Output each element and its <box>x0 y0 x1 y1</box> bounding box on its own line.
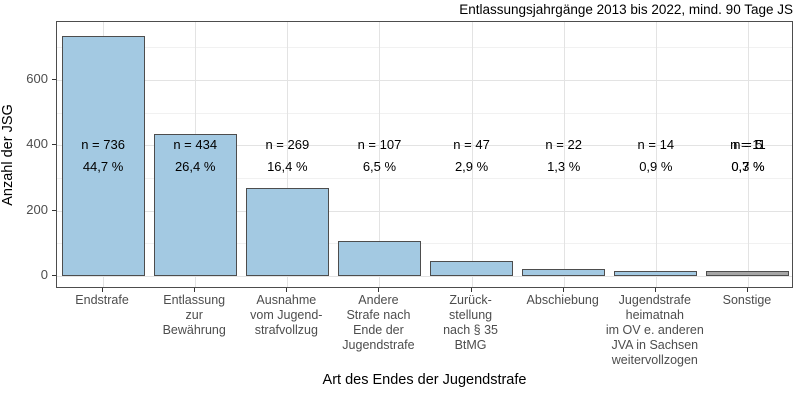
x-tick-label: Entlassung <box>163 293 226 307</box>
x-tick-label: strafvollzug <box>254 323 318 337</box>
bar-andere <box>337 241 421 276</box>
gridline-vertical <box>655 22 657 287</box>
x-tick-mark <box>286 288 288 292</box>
annotation-pct: 1,3 % <box>547 159 581 174</box>
annotation-n: n = 434 <box>173 137 218 152</box>
x-tick-label: Sonstige <box>722 293 772 307</box>
y-tick-mark <box>52 275 56 276</box>
gridline-minor <box>57 112 792 114</box>
x-tick-mark <box>378 288 380 292</box>
x-tick-mark <box>746 288 748 292</box>
x-tick-label: heimatnah <box>625 308 684 322</box>
x-tick-label: BtMG <box>454 338 487 352</box>
annotation-pct: 2,9 % <box>454 159 489 174</box>
x-tick-mark <box>562 288 564 292</box>
gridline-minor <box>57 47 792 49</box>
x-tick-label: JVA in Sachsen <box>611 338 699 352</box>
y-tick-mark <box>52 144 56 146</box>
annotation-n: n = 107 <box>357 137 402 152</box>
x-tick-label: vom Jugend- <box>250 308 323 322</box>
gridline-major <box>57 276 792 277</box>
gridline-major <box>57 80 792 82</box>
x-tick-label: Jugendstrafe <box>618 293 691 307</box>
x-tick-label: Abschiebung <box>526 293 599 307</box>
x-tick-label: Andere <box>358 293 399 307</box>
bar-entlassung <box>153 134 237 276</box>
annotation-pct: 0,7 % <box>731 159 765 174</box>
x-tick-label: Ende der <box>353 323 404 337</box>
chart-title: Entlassungsjahrgänge 2013 bis 2022, mind… <box>459 2 793 17</box>
x-tick-mark <box>654 288 656 292</box>
x-tick-label: Endstrafe <box>75 293 129 307</box>
annotation-n: n = 269 <box>265 137 310 152</box>
bar-zur-ck- <box>430 260 514 276</box>
annotation-n: n = 5 <box>733 137 763 152</box>
x-tick-label: im OV e. anderen <box>605 323 704 337</box>
y-tick-mark <box>52 209 56 211</box>
x-tick-label: weitervollzogen <box>611 353 698 367</box>
annotation-n: n = 736 <box>81 137 125 152</box>
gridline-vertical <box>563 22 565 287</box>
bar-endstrafe <box>61 35 145 276</box>
bar-abschiebung <box>522 268 606 276</box>
gridline-vertical <box>747 22 749 287</box>
annotation-pct: 44,7 % <box>82 159 124 174</box>
x-tick-mark <box>470 288 472 292</box>
y-tick-label: 400 <box>26 136 48 152</box>
annotation-n: n = 47 <box>453 137 490 152</box>
x-tick-label: Strafe nach <box>346 308 411 322</box>
x-tick-label: Ausnahme <box>256 293 317 307</box>
plot-panel: n = 736 44,7 % n = 434 26,4 % n = 269 16,4 % n… <box>56 21 793 288</box>
x-tick-label: Zurück- <box>449 293 492 307</box>
x-tick-label: Jugendstrafe <box>342 338 415 352</box>
annotation-pct: 0,3 % <box>731 159 765 174</box>
annotation-pct: 6,5 % <box>362 159 397 174</box>
annotation-n: n = 14 <box>637 137 675 152</box>
annotation-pct: 16,4 % <box>267 159 308 174</box>
x-tick-mark <box>194 288 196 292</box>
x-axis-title: Art des Endes der Jugendstrafe <box>322 372 527 388</box>
bar-ausnahme <box>245 188 329 276</box>
y-tick-mark <box>52 79 56 81</box>
x-tick-label: Bewährung <box>162 323 226 337</box>
x-tick-mark <box>102 288 104 292</box>
bar-jugendstrafe <box>614 271 698 276</box>
annotation-n: n = 22 <box>545 137 582 152</box>
gridline-vertical <box>471 22 473 287</box>
bar-sonstige <box>706 270 790 276</box>
y-tick-label: 200 <box>26 201 48 217</box>
x-tick-label: stellung <box>449 308 493 322</box>
annotation-pct: 26,4 % <box>174 159 216 174</box>
annotation-pct: 0,9 % <box>639 159 673 174</box>
annotation-n: n = 11 <box>730 137 766 152</box>
y-tick-label: 600 <box>26 71 48 87</box>
y-tick-label: 0 <box>40 267 48 282</box>
x-tick-label: zur <box>185 308 203 322</box>
x-tick-label: nach § 35 <box>443 323 499 337</box>
